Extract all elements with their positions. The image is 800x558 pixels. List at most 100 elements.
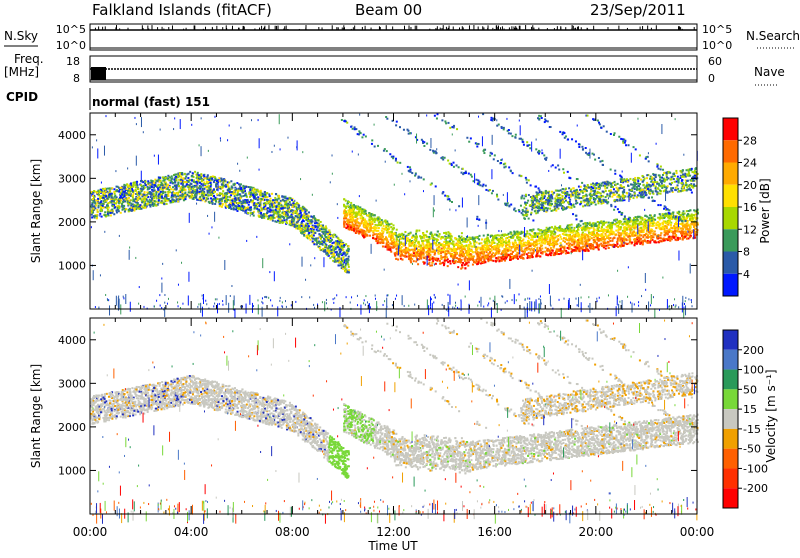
echo-cell [257,199,259,201]
echo-cell [258,216,260,218]
echo-cell [301,225,303,227]
echo-cell [180,180,182,182]
echo-cell [328,239,330,241]
echo-cell [292,206,294,208]
echo-cell [283,212,285,214]
echo-cell [169,200,171,202]
echo-cell [93,215,95,217]
echo-cell [132,186,134,188]
echo-cell [319,243,321,245]
echo-cell [273,211,275,213]
echo-cell [322,240,324,242]
echo-cell [187,185,189,187]
echo-cell [216,198,218,200]
echo-cell [190,196,192,198]
echo-cell [248,204,250,206]
echo-cell [337,260,339,262]
echo-cell [162,192,164,194]
echo-cell [309,239,311,241]
echo-cell [321,243,323,245]
echo-cell [292,202,294,204]
echo-cell [413,252,415,254]
echo-cell [157,189,159,191]
nave-tick-bottom: 0 [708,72,715,85]
echo-cell [277,208,279,210]
echo-cell [96,217,98,219]
echo-cell [144,182,146,184]
echo-cell [184,178,186,180]
echo-cell [191,193,193,195]
echo-cell [582,223,584,225]
echo-cell [253,204,255,206]
echo-cell [299,218,301,220]
echo-cell [136,184,138,186]
echo-cell [213,181,215,183]
echo-cell [199,182,201,184]
echo-cell [125,192,127,194]
echo-cell [544,251,546,253]
echo-cell [176,192,178,194]
echo-cell [111,212,113,214]
echo-cell [107,209,109,211]
echo-cell [111,187,113,189]
noise-trace [90,25,697,48]
echo-cell [278,205,280,207]
freq-burst [91,67,106,80]
echo-cell [107,191,109,193]
echo-cell [172,201,174,203]
echo-cell [340,264,342,266]
echo-cell [228,186,230,188]
echo-cell [184,189,186,191]
echo-cell [222,195,224,197]
echo-cell [155,205,157,207]
echo-cell [116,211,118,213]
echo-cell [337,246,339,248]
echo-cell [153,203,155,205]
echo-cell [188,191,190,193]
echo-cell [120,212,122,214]
echo-cell [245,193,247,195]
echo-cell [167,175,169,177]
echo-cell [200,173,202,175]
echo-cell [234,193,236,195]
echo-cell [161,183,163,185]
freq-tick-bottom: 8 [73,72,80,85]
echo-cell [278,218,280,220]
echo-cell [301,228,303,230]
echo-cell [643,231,645,233]
nsky-tick-top: 10^5 [56,23,86,36]
echo-cell [150,191,152,193]
echo-cell [301,233,303,235]
echo-cell [345,263,347,265]
echo-cell [132,189,134,191]
echo-cell [91,214,93,216]
echo-cell [165,196,167,198]
echo-cell [101,210,103,212]
echo-cell [450,263,452,265]
echo-cell [96,209,98,211]
echo-cell [528,237,530,239]
echo-cell [155,185,157,187]
echo-cell [335,247,337,249]
echo-cell [152,180,154,182]
echo-cell [257,210,259,212]
echo-cell [314,222,316,224]
echo-cell [152,189,154,191]
echo-cell [250,194,252,196]
echo-cell [171,177,173,179]
echo-cell [104,211,106,213]
echo-cell [308,225,310,227]
echo-cell [265,202,267,204]
echo-cell [214,203,216,205]
echo-cell [260,192,262,194]
echo-cell [498,260,500,262]
echo-cell [142,207,144,209]
echo-cell [230,202,232,204]
echo-cell [273,204,275,206]
echo-cell [110,214,112,216]
echo-cell [93,190,95,192]
nsearch-label: N.Search [746,29,800,43]
echo-cell [332,247,334,249]
echo-cell [111,205,113,207]
echo-cell [271,203,273,205]
